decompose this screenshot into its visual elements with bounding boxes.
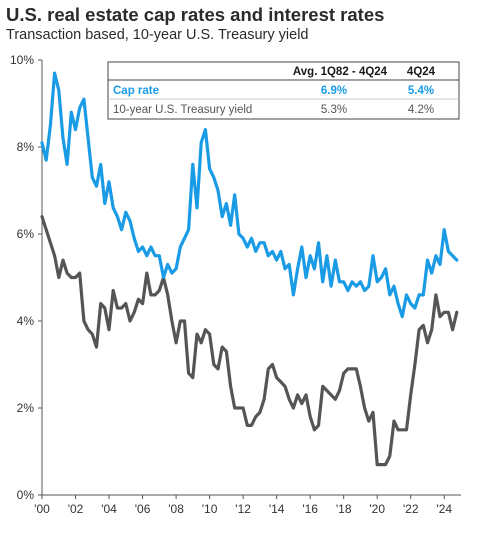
y-tick-label: 6% <box>17 227 35 241</box>
legend-header-avg: Avg. 1Q82 - 4Q24 <box>293 66 388 78</box>
legend-cap-rate-latest: 5.4% <box>408 85 434 97</box>
x-tick-label: '00 <box>34 502 50 516</box>
legend-cap-rate-label: Cap rate <box>113 85 159 97</box>
legend-treasury-latest: 4.2% <box>408 104 434 116</box>
legend-treasury-label: 10-year U.S. Treasury yield <box>113 104 252 116</box>
y-tick-label: 10% <box>10 53 34 67</box>
chart-legend: Avg. 1Q82 - 4Q24 4Q24 Cap rate 6.9% 5.4%… <box>107 61 460 120</box>
x-tick-label: '06 <box>135 502 151 516</box>
chart-lines <box>40 71 459 467</box>
x-tick-label: '16 <box>302 502 318 516</box>
x-tick-label: '08 <box>168 502 184 516</box>
x-tick-label: '22 <box>403 502 419 516</box>
chart-subtitle: Transaction based, 10-year U.S. Treasury… <box>6 27 309 43</box>
legend-treasury-avg: 5.3% <box>321 104 347 116</box>
y-tick-label: 2% <box>17 401 35 415</box>
cap-rate-series-line <box>40 71 459 319</box>
y-tick-label: 8% <box>17 140 35 154</box>
legend-header-latest: 4Q24 <box>407 66 436 78</box>
x-tick-label: '10 <box>202 502 218 516</box>
x-tick-label: '12 <box>235 502 251 516</box>
x-tick-label: '02 <box>68 502 84 516</box>
y-tick-label: 0% <box>17 488 35 502</box>
x-tick-label: '04 <box>101 502 117 516</box>
x-tick-label: '24 <box>436 502 452 516</box>
legend-cap-rate-avg: 6.9% <box>321 85 347 97</box>
legend-box <box>107 61 460 120</box>
x-tick-label: '14 <box>269 502 285 516</box>
treasury-yield-series-line <box>40 215 459 467</box>
chart-title: U.S. real estate cap rates and interest … <box>6 4 385 25</box>
x-tick-label: '20 <box>369 502 385 516</box>
x-tick-label: '18 <box>336 502 352 516</box>
chart-axes: 0% 2% 4% 6% 8% 10% '00 '02 '04 '06 '08 '10 '12 '14 '16… <box>10 53 461 516</box>
y-tick-label: 4% <box>17 314 35 328</box>
